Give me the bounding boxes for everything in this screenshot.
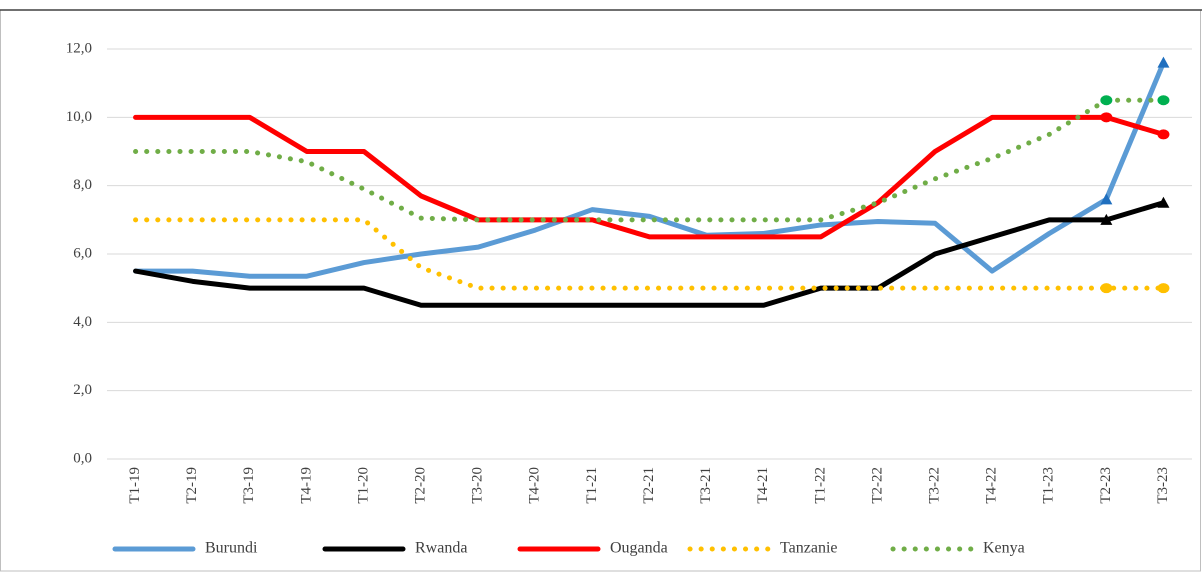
x-tick-label: T1-19 <box>127 467 143 504</box>
x-tick-label: T1-22 <box>812 467 828 504</box>
x-tick-label: T4-22 <box>984 467 1000 504</box>
x-tick-label: T1-23 <box>1041 467 1057 504</box>
x-tick-label: T4-21 <box>755 467 771 504</box>
y-tick-label: 4,0 <box>73 314 92 330</box>
point-marker <box>1157 56 1170 68</box>
x-tick-label: T2-22 <box>869 467 885 504</box>
point-marker <box>1100 213 1113 225</box>
y-tick-label: 0,0 <box>73 450 92 466</box>
x-tick-label: T2-20 <box>413 467 429 504</box>
legend-label: Ouganda <box>610 540 668 557</box>
legend-label: Burundi <box>205 540 258 557</box>
point-marker <box>1157 129 1170 140</box>
series-line <box>133 60 1166 279</box>
x-tick-label: T3-22 <box>926 467 942 504</box>
y-tick-label: 8,0 <box>73 177 92 193</box>
x-tick-label: T3-19 <box>241 467 257 504</box>
x-tick-label: T2-23 <box>1098 467 1114 504</box>
point-marker <box>1157 283 1170 294</box>
chart-frame <box>0 9 1201 572</box>
point-marker <box>1100 193 1113 205</box>
point-marker <box>1100 112 1113 123</box>
series-line <box>133 217 1166 291</box>
x-tick-label: T2-19 <box>184 467 200 504</box>
series-line <box>133 114 1166 240</box>
point-marker <box>1100 283 1113 294</box>
point-marker <box>1157 196 1170 208</box>
x-tick-label: T3-23 <box>1155 467 1171 504</box>
x-tick-label: T3-20 <box>470 467 486 504</box>
x-tick-label: T1-20 <box>355 467 371 504</box>
legend-label: Rwanda <box>415 540 467 557</box>
point-marker <box>1100 95 1113 106</box>
y-tick-label: 10,0 <box>66 109 92 125</box>
series-line <box>133 200 1166 308</box>
legend-label: Kenya <box>983 540 1025 557</box>
x-tick-label: T4-20 <box>527 467 543 504</box>
y-tick-label: 2,0 <box>73 382 92 398</box>
x-tick-label: T4-19 <box>298 467 314 504</box>
point-marker <box>1157 95 1170 106</box>
x-tick-label: T2-21 <box>641 467 657 504</box>
y-tick-label: 6,0 <box>73 245 92 261</box>
legend: Burundi Rwanda Ouganda Tanzanie Kenya <box>112 540 1025 557</box>
x-tick-label: T3-21 <box>698 467 714 504</box>
legend-label: Tanzanie <box>780 540 838 557</box>
x-tick-label: T1-21 <box>584 467 600 504</box>
y-tick-label: 12,0 <box>66 40 92 56</box>
